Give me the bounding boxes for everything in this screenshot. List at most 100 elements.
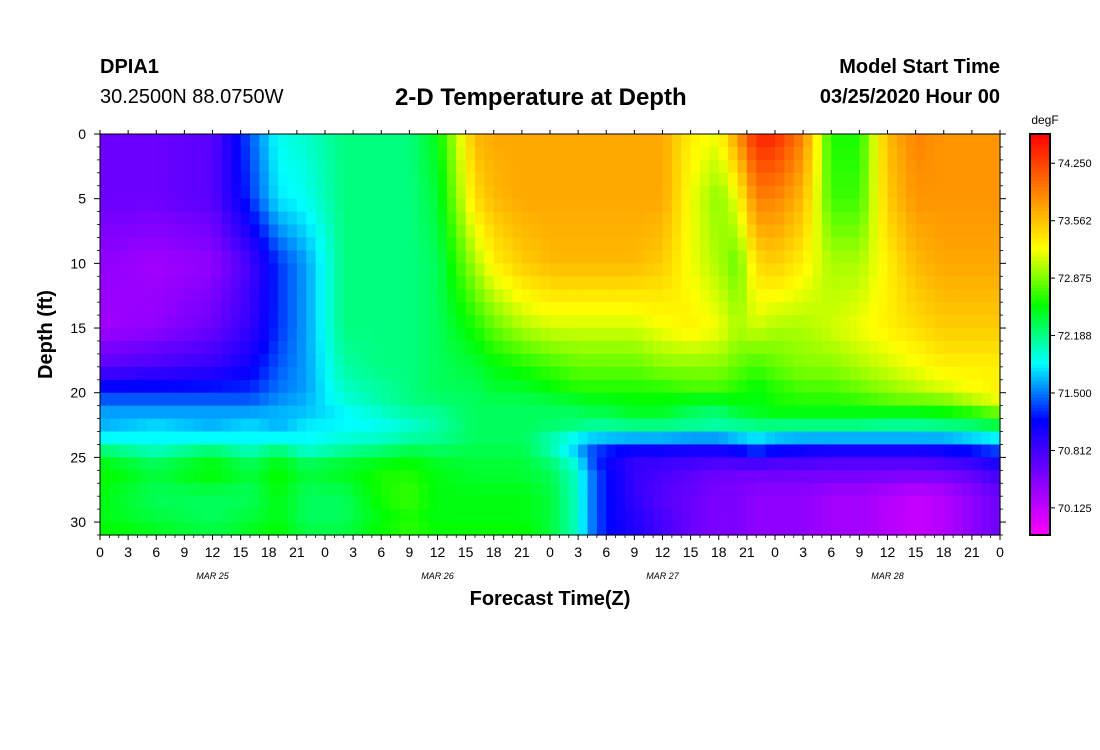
heatmap-cell <box>615 483 626 497</box>
heatmap-cell <box>756 315 767 329</box>
heatmap-cell <box>428 185 439 200</box>
heatmap-cell <box>578 172 589 187</box>
heatmap-cell <box>662 470 673 484</box>
heatmap-cell <box>259 185 270 200</box>
heatmap-cell <box>343 366 354 381</box>
heatmap-cell <box>175 431 185 446</box>
heatmap-cell <box>175 302 185 316</box>
heatmap-cell <box>521 276 532 290</box>
heatmap-cell <box>156 392 167 407</box>
heatmap-cell <box>259 302 270 316</box>
heatmap-cell <box>784 470 795 484</box>
heatmap-cell <box>268 392 279 407</box>
heatmap-cell <box>981 198 992 213</box>
heatmap-cell <box>840 366 851 381</box>
heatmap-cell <box>643 405 654 420</box>
heatmap-cell <box>550 185 560 200</box>
heatmap-cell <box>840 315 851 329</box>
heatmap-cell <box>803 198 814 213</box>
heatmap-cell <box>859 159 870 174</box>
heatmap-cell <box>221 146 232 161</box>
heatmap-cell <box>165 392 176 407</box>
heatmap-cell <box>662 366 673 381</box>
heatmap-cell <box>934 237 945 252</box>
heatmap-cell <box>700 172 710 187</box>
heatmap-cell <box>456 340 467 355</box>
heatmap-cell <box>446 315 457 329</box>
heatmap-cell <box>100 379 110 394</box>
heatmap-cell <box>915 237 926 252</box>
heatmap-cell <box>212 522 223 536</box>
heatmap-cell <box>390 444 401 458</box>
heatmap-cell <box>137 250 148 264</box>
heatmap-cell <box>568 353 579 368</box>
heatmap-cell <box>737 418 748 433</box>
heatmap-cell <box>925 496 935 510</box>
heatmap-cell <box>756 405 767 420</box>
heatmap-cell <box>193 302 204 316</box>
heatmap-cell <box>437 146 448 161</box>
heatmap-cell <box>765 328 776 342</box>
heatmap-cell <box>887 418 898 433</box>
heatmap-cell <box>728 353 739 368</box>
heatmap-cell <box>315 405 326 420</box>
heatmap-cell <box>231 263 242 277</box>
heatmap-cell <box>343 224 354 239</box>
heatmap-cell <box>381 237 392 252</box>
heatmap-cell <box>737 276 748 290</box>
heatmap-cell <box>653 405 664 420</box>
heatmap-cell <box>737 496 748 510</box>
heatmap-cell <box>521 172 532 187</box>
heatmap-cell <box>803 522 814 536</box>
heatmap-cell <box>212 392 223 407</box>
heatmap-cell <box>953 134 964 148</box>
heatmap-cell <box>203 522 214 536</box>
heatmap-cell <box>512 263 523 277</box>
heatmap-cell <box>493 263 504 277</box>
heatmap-cell <box>859 483 870 497</box>
heatmap-cell <box>484 315 495 329</box>
heatmap-cell <box>878 353 889 368</box>
heatmap-cell <box>596 444 607 458</box>
heatmap-cell <box>146 457 157 471</box>
heatmap-cell <box>512 198 523 213</box>
heatmap-cell <box>943 522 954 536</box>
heatmap-cell <box>334 302 345 316</box>
heatmap-cell <box>100 328 110 342</box>
heatmap-cell <box>240 457 251 471</box>
heatmap-cell <box>146 340 157 355</box>
heatmap-cell <box>165 366 176 381</box>
heatmap-cell <box>775 276 785 290</box>
colorbar-segment <box>1030 521 1050 526</box>
heatmap-cell <box>390 405 401 420</box>
heatmap-cell <box>878 250 889 264</box>
heatmap-cell <box>231 483 242 497</box>
heatmap-cell <box>475 457 485 471</box>
heatmap-cell <box>793 431 804 446</box>
heatmap-cell <box>821 431 832 446</box>
heatmap-cell <box>325 302 335 316</box>
heatmap-cell <box>990 470 1001 484</box>
heatmap-cell <box>268 159 279 174</box>
heatmap-cell <box>671 522 682 536</box>
heatmap-cell <box>559 250 570 264</box>
heatmap-cell <box>250 340 260 355</box>
heatmap-cell <box>531 250 542 264</box>
heatmap-cell <box>531 134 542 148</box>
heatmap-cell <box>550 237 560 252</box>
heatmap-cell <box>784 431 795 446</box>
heatmap-cell <box>559 134 570 148</box>
heatmap-cell <box>296 250 307 264</box>
heatmap-cell <box>128 198 139 213</box>
heatmap-cell <box>428 366 439 381</box>
heatmap-cell <box>465 483 476 497</box>
heatmap-cell <box>550 340 560 355</box>
heatmap-cell <box>381 315 392 329</box>
heatmap-cell <box>878 379 889 394</box>
heatmap-cell <box>728 470 739 484</box>
heatmap-cell <box>287 366 298 381</box>
heatmap-cell <box>137 237 148 252</box>
heatmap-cell <box>671 134 682 148</box>
heatmap-cell <box>315 263 326 277</box>
heatmap-cell <box>381 418 392 433</box>
